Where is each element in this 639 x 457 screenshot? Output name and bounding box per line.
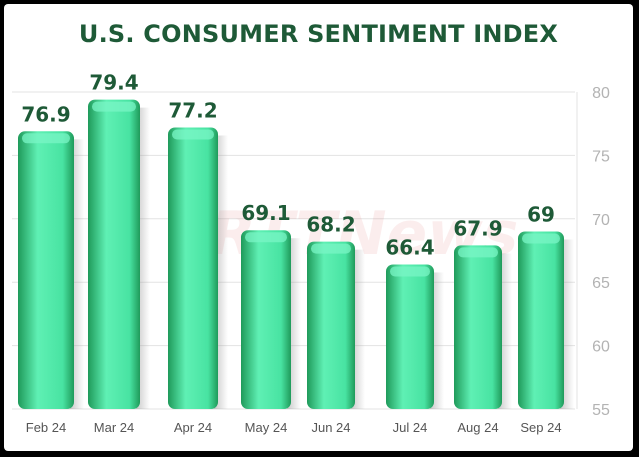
x-tick-label: Apr 24 (174, 420, 212, 435)
bar (88, 99, 140, 409)
bar (307, 241, 355, 409)
y-tick-label: 80 (592, 85, 610, 102)
x-tick-label: Feb 24 (26, 420, 66, 435)
value-label: 66.4 (385, 235, 434, 259)
value-label: 69 (527, 202, 555, 226)
value-label: 68.2 (306, 213, 355, 237)
x-tick-label: Jul 24 (393, 420, 428, 435)
bar (518, 231, 564, 409)
y-tick-label: 55 (592, 402, 610, 419)
bar-highlight (22, 133, 70, 144)
bar-highlight (458, 247, 498, 258)
bar-highlight (245, 232, 287, 243)
x-tick-label: Aug 24 (457, 420, 498, 435)
y-tick-label: 75 (592, 148, 610, 165)
bar (386, 264, 434, 409)
value-label: 69.1 (241, 201, 290, 225)
x-tick-label: Jun 24 (311, 420, 350, 435)
x-tick-label: Sep 24 (520, 420, 561, 435)
x-tick-label: Mar 24 (94, 420, 134, 435)
bar-highlight (172, 129, 214, 140)
bar (241, 230, 291, 409)
bar (168, 127, 218, 409)
value-label: 79.4 (89, 71, 138, 95)
x-tick-label: May 24 (245, 420, 288, 435)
bar (18, 131, 74, 410)
bar-highlight (311, 243, 351, 254)
bar-highlight (522, 233, 560, 244)
y-tick-label: 60 (592, 339, 610, 356)
y-tick-label: 65 (592, 275, 610, 292)
y-tick-label: 70 (592, 212, 610, 229)
value-label: 67.9 (453, 216, 502, 240)
chart-title: U.S. CONSUMER SENTIMENT INDEX (78, 20, 559, 48)
bar (454, 245, 502, 409)
chart-frame: U.S. CONSUMER SENTIMENT INDEX 55 60 65 70 75… (4, 4, 633, 451)
value-label: 76.9 (21, 102, 70, 126)
bar-highlight (92, 101, 136, 112)
bar-highlight (390, 266, 430, 277)
value-label: 77.2 (168, 99, 217, 123)
